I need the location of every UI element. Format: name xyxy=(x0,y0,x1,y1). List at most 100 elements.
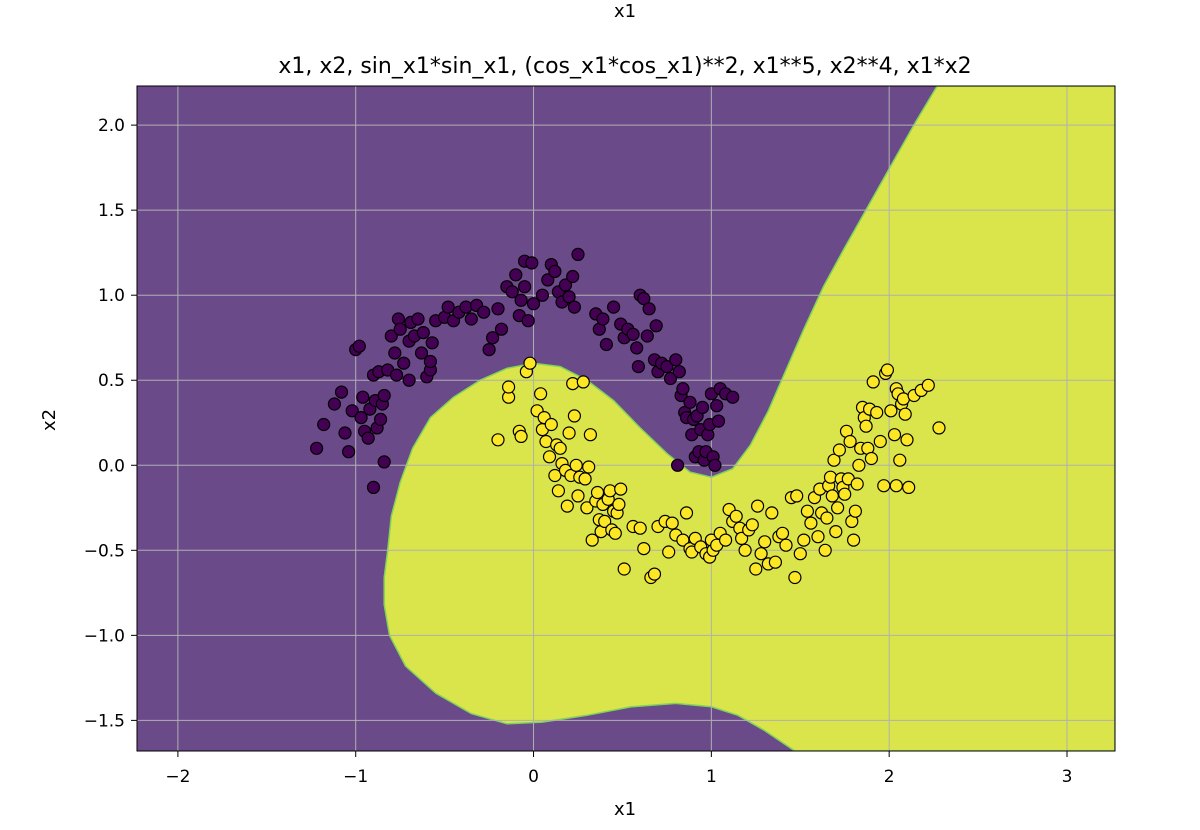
y-tick-label: −1.5 xyxy=(84,711,125,731)
data-point-class0 xyxy=(414,346,429,360)
data-point-class0 xyxy=(505,285,519,299)
data-point-class0 xyxy=(342,445,356,459)
data-point-class1 xyxy=(921,378,935,392)
data-point-class1 xyxy=(491,433,505,447)
data-point-class0 xyxy=(626,327,640,341)
x-tick-label: −1 xyxy=(343,767,368,787)
data-point-class1 xyxy=(823,470,838,484)
data-point-class0 xyxy=(541,273,555,287)
data-point-class0 xyxy=(631,360,646,374)
data-point-class0 xyxy=(345,404,359,418)
data-point-class1 xyxy=(585,533,599,547)
data-point-class1 xyxy=(566,377,580,391)
data-point-class1 xyxy=(765,506,779,520)
y-tick-label: 0.5 xyxy=(98,371,125,391)
data-point-class1 xyxy=(758,535,772,549)
data-point-class0 xyxy=(459,300,473,314)
data-point-class0 xyxy=(596,312,610,326)
data-point-class0 xyxy=(354,411,368,425)
data-point-class1 xyxy=(887,428,902,442)
data-point-class0 xyxy=(310,441,324,455)
data-point-class0 xyxy=(374,412,388,426)
data-point-class1 xyxy=(749,562,763,576)
data-point-class1 xyxy=(612,497,626,511)
data-point-class0 xyxy=(683,395,697,409)
data-point-class0 xyxy=(384,329,398,343)
data-point-class0 xyxy=(676,382,690,396)
data-point-class1 xyxy=(502,380,516,394)
data-point-class0 xyxy=(548,264,562,278)
data-point-class0 xyxy=(491,302,505,316)
x-axis: −2 −1 0 1 2 3 xyxy=(165,751,1072,787)
data-point-class0 xyxy=(562,290,576,304)
x-tick-label: 3 xyxy=(1062,767,1073,787)
data-point-class0 xyxy=(606,300,621,314)
chart-title: x1, x2, sin_x1*sin_x1, (cos_x1*cos_x1)**… xyxy=(278,54,971,79)
points xyxy=(310,247,946,585)
data-point-class0 xyxy=(327,397,341,411)
data-point-class0 xyxy=(393,322,407,336)
data-point-class1 xyxy=(877,479,891,493)
data-point-class0 xyxy=(525,256,539,270)
data-point-class1 xyxy=(884,404,898,418)
data-point-class1 xyxy=(866,375,880,389)
data-point-class1 xyxy=(932,421,946,435)
data-point-class1 xyxy=(829,524,843,539)
data-point-class0 xyxy=(361,431,375,445)
data-point-class0 xyxy=(663,371,678,386)
x-tick-label: 0 xyxy=(528,767,539,787)
data-point-class1 xyxy=(551,484,566,498)
data-point-class0 xyxy=(710,399,724,413)
data-point-class1 xyxy=(870,405,884,420)
data-point-class0 xyxy=(402,373,416,387)
data-point-class1 xyxy=(779,538,793,552)
x-tick-label: 2 xyxy=(884,767,895,787)
y-axis-label: x2 xyxy=(39,409,60,431)
data-point-class1 xyxy=(859,419,873,433)
data-point-class1 xyxy=(768,555,783,569)
data-point-class1 xyxy=(679,506,694,520)
data-point-class1 xyxy=(523,356,537,370)
data-point-class0 xyxy=(482,343,496,357)
data-point-class1 xyxy=(617,562,631,576)
data-point-class0 xyxy=(637,292,651,306)
y-tick-label: −0.5 xyxy=(84,541,125,561)
plot-area xyxy=(137,86,1115,751)
data-point-class1 xyxy=(718,533,733,547)
data-point-class1 xyxy=(893,453,907,467)
plot-frame xyxy=(136,85,1116,752)
data-point-class0 xyxy=(711,414,726,428)
data-point-class0 xyxy=(509,268,523,282)
data-point-class0 xyxy=(411,312,425,326)
data-point-class0 xyxy=(425,336,439,350)
data-point-class0 xyxy=(397,356,411,370)
data-point-class1 xyxy=(590,485,605,500)
data-point-class1 xyxy=(571,489,585,503)
data-point-class0 xyxy=(708,458,722,472)
data-point-class1 xyxy=(754,547,768,561)
data-point-class0 xyxy=(486,331,500,345)
x-tick-label: −2 xyxy=(165,767,190,787)
data-point-class1 xyxy=(902,480,916,494)
data-point-class0 xyxy=(464,312,478,326)
data-point-class0 xyxy=(377,388,391,403)
data-point-class0 xyxy=(726,390,740,404)
data-point-class1 xyxy=(832,443,847,457)
data-point-class0 xyxy=(642,302,656,316)
data-point-class1 xyxy=(582,460,596,474)
y-tick-label: −1.0 xyxy=(84,626,125,646)
data-point-class0 xyxy=(441,300,455,314)
data-point-class1 xyxy=(665,516,679,530)
data-point-class1 xyxy=(544,417,558,432)
data-point-class1 xyxy=(843,434,857,449)
data-point-class1 xyxy=(775,526,790,540)
data-point-class1 xyxy=(676,533,690,547)
data-point-class1 xyxy=(734,531,749,546)
x-axis-label: x1 xyxy=(614,799,636,820)
grid xyxy=(137,86,1115,751)
data-point-class0 xyxy=(567,300,582,314)
data-point-class1 xyxy=(880,363,895,377)
data-point-class1 xyxy=(580,501,594,515)
data-point-class0 xyxy=(517,280,532,294)
data-point-class0 xyxy=(366,480,381,494)
